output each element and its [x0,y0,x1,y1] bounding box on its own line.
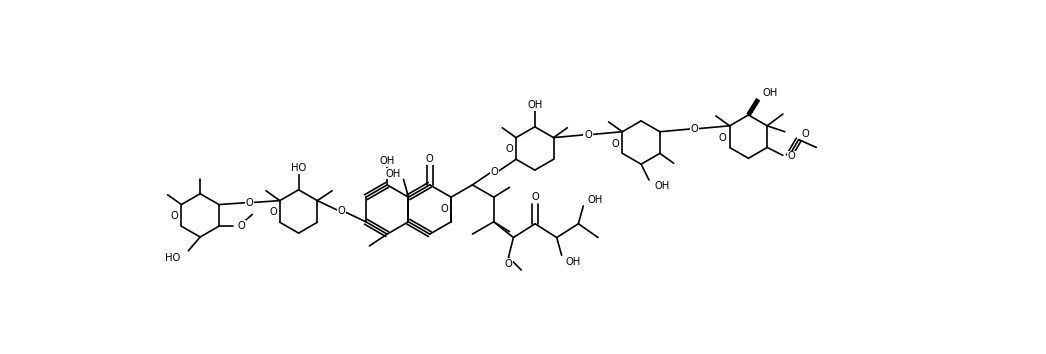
Text: OH: OH [655,181,670,191]
Text: O: O [505,144,514,154]
Text: O: O [338,206,345,216]
Text: OH: OH [566,257,581,267]
Text: O: O [491,167,498,177]
Text: O: O [269,207,277,217]
Text: OH: OH [380,156,394,166]
Text: OH: OH [385,169,401,178]
Text: O: O [426,154,434,164]
Text: O: O [504,259,513,269]
Text: O: O [584,130,592,140]
Text: OH: OH [763,88,777,98]
Text: HO: HO [291,163,306,173]
Text: OH: OH [527,100,543,110]
Text: OH: OH [587,195,602,205]
Text: O: O [440,205,448,215]
Text: HO: HO [165,253,181,263]
Text: O: O [531,192,539,202]
Text: O: O [788,151,796,161]
Text: O: O [719,133,727,143]
Text: O: O [612,138,619,149]
Text: O: O [801,129,810,139]
Text: O: O [170,211,179,221]
Text: O: O [246,198,253,207]
Text: O: O [237,221,246,231]
Text: O: O [691,124,699,134]
